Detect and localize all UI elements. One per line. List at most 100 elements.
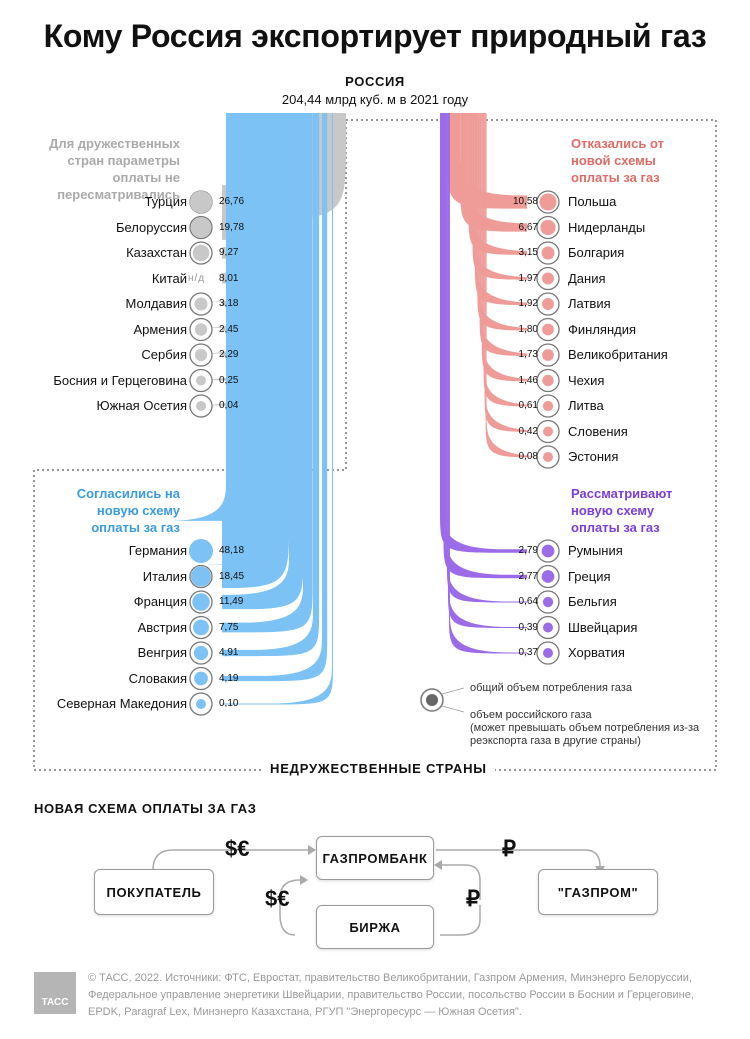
country-южная-осетия: Южная Осетия [96, 398, 187, 413]
value-словения: 0,42 [518, 425, 538, 437]
exchange-box: БИРЖА [316, 905, 434, 949]
legend-leader-1 [441, 687, 465, 695]
russian-circle-болгария [541, 246, 555, 260]
group-agreed-heading: Согласились на новую схему оплаты за газ [76, 486, 180, 535]
group-friendly-heading: Для дружественных стран параметры оплаты… [49, 136, 180, 202]
russian-circle-польша [539, 193, 557, 211]
russian-circle-сербия [194, 348, 208, 362]
russian-circle-южная-осетия [196, 401, 206, 411]
russian-circle-бельгия [542, 596, 554, 608]
country-польша: Польша [568, 194, 617, 209]
flow-польша [447, 113, 527, 209]
country-швейцария: Швейцария [568, 619, 638, 635]
tass-logo: ТАСС [34, 972, 76, 1014]
country-румыния: Румыния [568, 543, 623, 558]
country-чехия: Чехия [568, 372, 605, 388]
value-северная-македония: 0,10 [219, 698, 239, 709]
value-дания: 1,97 [518, 272, 538, 284]
russian-circle-казахстан [192, 244, 210, 262]
scheme-arrows [152, 849, 601, 936]
group-considering-heading: Рассматривают новую схему оплаты за газ [571, 486, 673, 535]
value-бельгия: 0,64 [518, 596, 538, 607]
country-греция: Греция [568, 568, 611, 584]
page-title: Кому Россия экспортирует природный газ [43, 18, 707, 54]
flow-франция [222, 113, 304, 610]
russian-circle-словакия [194, 671, 208, 686]
value-венгрия: 4,91 [219, 647, 239, 658]
russian-circle-армения [194, 323, 208, 336]
currency-fx-left: $€ [265, 886, 290, 911]
country-италия: Италия [142, 568, 187, 584]
russian-circle-греция [541, 570, 555, 583]
country-северная-македония: Северная Македония [56, 696, 187, 711]
country-армения: Армения [133, 321, 187, 337]
russian-circle-белоруссия [190, 217, 212, 238]
country-молдавия: Молдавия [125, 296, 187, 311]
legend-leader-2 [441, 705, 465, 713]
note-китай: н/д [188, 272, 206, 284]
source-label: РОССИЯ [345, 74, 405, 89]
value-турция: 26,76 [219, 196, 245, 207]
value-армения: 2,45 [219, 323, 239, 335]
value-сербия: 2,29 [219, 349, 239, 360]
russian-circle-великобритания [542, 349, 554, 361]
russian-circle-хорватия [543, 648, 553, 658]
unfriendly-frame [33, 119, 717, 771]
gazprom-box: "ГАЗПРОМ" [538, 869, 658, 915]
country-эстония: Эстония [568, 449, 619, 464]
russian-circle-молдавия [194, 297, 208, 311]
value-швейцария: 0,39 [518, 621, 538, 633]
legend-russian-note: (может превышать объем потребления из-за… [470, 722, 700, 747]
buyer-box: ПОКУПАТЕЛЬ [94, 869, 214, 915]
value-хорватия: 0,37 [518, 647, 538, 658]
russian-circle-босния-и-герцеговина [196, 375, 206, 386]
russian-circle-нидерланды [540, 219, 556, 236]
value-финляндия: 1,80 [518, 323, 538, 335]
country-германия: Германия [128, 543, 187, 558]
country-дания: Дания [568, 270, 606, 286]
value-польша: 10,58 [512, 196, 538, 207]
russian-circle-италия [190, 566, 212, 587]
group-refused-heading: Отказались от новой схемы оплаты за газ [571, 136, 664, 185]
value-словакия: 4,19 [219, 672, 239, 684]
footer-credits: © ТАСС, 2022. Источники: ФТС, Евростат, … [88, 972, 694, 1018]
country-финляндия: Финляндия [568, 321, 637, 337]
country-франция: Франция [133, 594, 187, 609]
source-subtitle: 204,44 млрд куб. м в 2021 году [281, 92, 469, 107]
scheme-title: НОВАЯ СХЕМА ОПЛАТЫ ЗА ГАЗ [34, 801, 257, 816]
russian-circle-финляндия [542, 323, 554, 336]
russian-circle-словения [543, 426, 553, 437]
country-хорватия: Хорватия [568, 645, 625, 660]
russian-circle-румыния [541, 544, 555, 558]
country-великобритания: Великобритания [568, 347, 668, 362]
value-франция: 11,49 [219, 596, 244, 607]
russian-circle-швейцария [543, 622, 553, 633]
country-венгрия: Венгрия [137, 645, 187, 660]
country-литва: Литва [568, 398, 604, 413]
country-словакия: Словакия [128, 670, 187, 686]
flow-италия [206, 113, 290, 589]
value-латвия: 1,92 [518, 298, 538, 309]
legend-russian-circle [426, 694, 438, 706]
value-румыния: 2,79 [518, 545, 538, 556]
country-словения: Словения [568, 423, 628, 439]
value-болгария: 3,15 [518, 247, 538, 258]
country-латвия: Латвия [568, 296, 611, 311]
russian-circle-германия [189, 539, 213, 563]
russian-circle-дания [542, 272, 554, 285]
value-китай: 8,01 [219, 272, 239, 284]
value-австрия: 7,75 [219, 621, 239, 633]
flow-австрия [222, 113, 313, 633]
legend-russian-label: объем российского газа [470, 709, 592, 721]
country-казахстан: Казахстан [126, 245, 187, 260]
gazprombank-box: ГАЗПРОМБАНК [316, 836, 434, 880]
country-белоруссия: Белоруссия [115, 219, 187, 235]
country-босния-и-герцеговина: Босния и Герцеговина [53, 372, 187, 388]
value-белоруссия: 19,78 [219, 221, 245, 233]
value-германия: 48,18 [219, 545, 245, 556]
country-бельгия: Бельгия [568, 594, 617, 609]
value-великобритания: 1,73 [518, 349, 538, 360]
value-молдавия: 3,18 [219, 298, 239, 309]
flow-германия [166, 113, 287, 582]
